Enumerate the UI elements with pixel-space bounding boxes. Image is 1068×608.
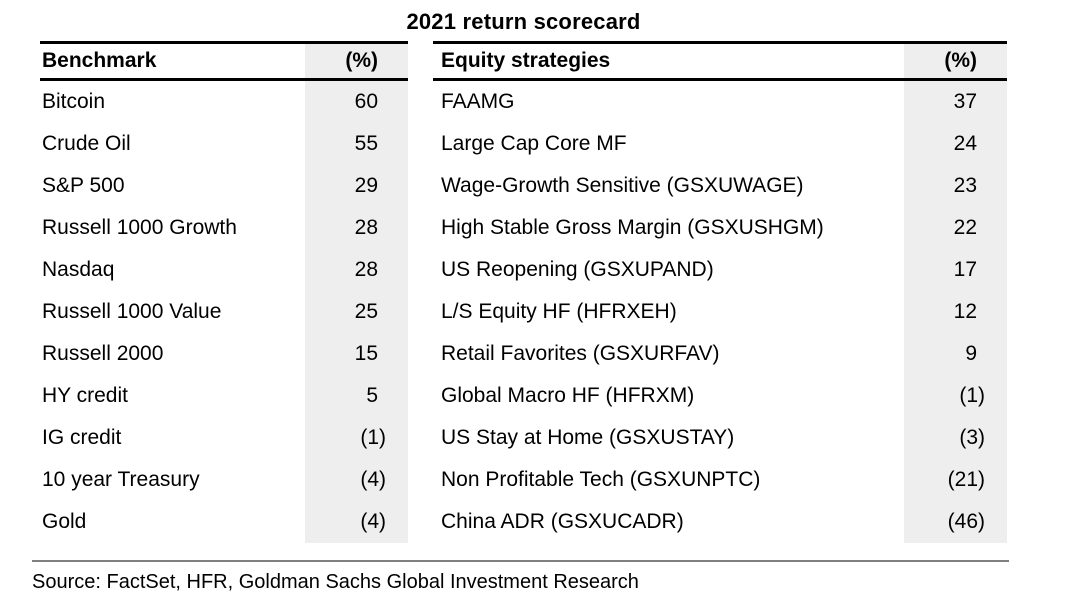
row-label: IG credit [42, 426, 122, 449]
tables-container: Benchmark (%) Bitcoin 60 Crude Oil 55 S&P 50… [40, 41, 1007, 543]
row-label: Russell 1000 Value [42, 300, 222, 323]
scorecard-figure: 2021 return scorecard Benchmark (%) Bitc… [32, 0, 1009, 594]
column-header-equity-strategies-pct: (%) [904, 44, 1007, 78]
row-label: Crude Oil [42, 132, 131, 155]
row-value: 37 [904, 81, 1007, 123]
table-row: Crude Oil 55 [40, 123, 408, 165]
table-row: Russell 2000 15 [40, 333, 408, 375]
row-value: 23 [904, 165, 1007, 207]
row-value: 17 [904, 249, 1007, 291]
row-value: (1) [904, 375, 1007, 417]
benchmark-table: Benchmark (%) Bitcoin 60 Crude Oil 55 S&P 50… [40, 41, 408, 543]
row-label: Russell 2000 [42, 342, 164, 365]
table-row: Large Cap Core MF 24 [433, 123, 1007, 165]
table-row: Wage-Growth Sensitive (GSXUWAGE) 23 [433, 165, 1007, 207]
row-value: 9 [904, 333, 1007, 375]
row-value: 12 [904, 291, 1007, 333]
table-row: Gold (4) [40, 501, 408, 543]
source-note: Source: FactSet, HFR, Goldman Sachs Glob… [32, 571, 639, 593]
table-row: Global Macro HF (HFRXM) (1) [433, 375, 1007, 417]
row-label: L/S Equity HF (HFRXEH) [441, 300, 677, 323]
row-value: 60 [305, 81, 408, 123]
row-value: 29 [305, 165, 408, 207]
table-row: US Stay at Home (GSXUSTAY) (3) [433, 417, 1007, 459]
row-value: (4) [305, 459, 408, 501]
table-row: Russell 1000 Growth 28 [40, 207, 408, 249]
table-row: Bitcoin 60 [40, 81, 408, 123]
row-label: Nasdaq [42, 258, 115, 281]
row-value: 55 [305, 123, 408, 165]
row-label: S&P 500 [42, 174, 125, 197]
row-value: (4) [305, 501, 408, 543]
benchmark-header-row: Benchmark (%) [40, 44, 408, 81]
table-row: Retail Favorites (GSXURFAV) 9 [433, 333, 1007, 375]
table-row: L/S Equity HF (HFRXEH) 12 [433, 291, 1007, 333]
equity-strategies-table: Equity strategies (%) FAAMG 37 Large Cap C… [433, 41, 1007, 543]
row-value: (21) [904, 459, 1007, 501]
table-row: Russell 1000 Value 25 [40, 291, 408, 333]
column-header-benchmark-pct: (%) [305, 44, 408, 78]
table-row: Non Profitable Tech (GSXUNPTC) (21) [433, 459, 1007, 501]
row-value: 28 [305, 207, 408, 249]
row-value: 24 [904, 123, 1007, 165]
table-row: Nasdaq 28 [40, 249, 408, 291]
benchmark-table-body: Bitcoin 60 Crude Oil 55 S&P 500 29 Russell 100… [40, 81, 408, 543]
row-label: Global Macro HF (HFRXM) [441, 384, 695, 407]
table-row: S&P 500 29 [40, 165, 408, 207]
table-row: China ADR (GSXUCADR) (46) [433, 501, 1007, 543]
row-value: 22 [904, 207, 1007, 249]
row-value: 25 [305, 291, 408, 333]
page-title: 2021 return scorecard [406, 9, 641, 34]
table-row: 10 year Treasury (4) [40, 459, 408, 501]
row-label: Gold [42, 510, 87, 533]
row-value: 5 [305, 375, 408, 417]
row-label: Retail Favorites (GSXURFAV) [441, 342, 720, 365]
row-label: HY credit [42, 384, 128, 407]
row-value: (1) [305, 417, 408, 459]
column-header-benchmark: Benchmark [42, 49, 157, 72]
row-value: (46) [904, 501, 1007, 543]
row-value: (3) [904, 417, 1007, 459]
row-label: Wage-Growth Sensitive (GSXUWAGE) [441, 174, 804, 197]
row-label: US Stay at Home (GSXUSTAY) [441, 426, 735, 449]
row-label: High Stable Gross Margin (GSXUSHGM) [441, 216, 824, 239]
row-label: Russell 1000 Growth [42, 216, 237, 239]
row-label: 10 year Treasury [42, 468, 200, 491]
column-header-equity-strategies: Equity strategies [441, 49, 611, 72]
equity-strategies-header-row: Equity strategies (%) [433, 44, 1007, 81]
table-row: US Reopening (GSXUPAND) 17 [433, 249, 1007, 291]
row-label: Large Cap Core MF [441, 132, 627, 155]
row-value: 28 [305, 249, 408, 291]
table-row: FAAMG 37 [433, 81, 1007, 123]
row-value: 15 [305, 333, 408, 375]
source-divider [32, 560, 1009, 562]
table-row: IG credit (1) [40, 417, 408, 459]
equity-strategies-table-body: FAAMG 37 Large Cap Core MF 24 Wage-Growth Se… [433, 81, 1007, 543]
row-label: US Reopening (GSXUPAND) [441, 258, 714, 281]
table-row: HY credit 5 [40, 375, 408, 417]
row-label: Bitcoin [42, 90, 106, 113]
table-row: High Stable Gross Margin (GSXUSHGM) 22 [433, 207, 1007, 249]
row-label: Non Profitable Tech (GSXUNPTC) [441, 468, 761, 491]
row-label: FAAMG [441, 90, 515, 113]
row-label: China ADR (GSXUCADR) [441, 510, 684, 533]
